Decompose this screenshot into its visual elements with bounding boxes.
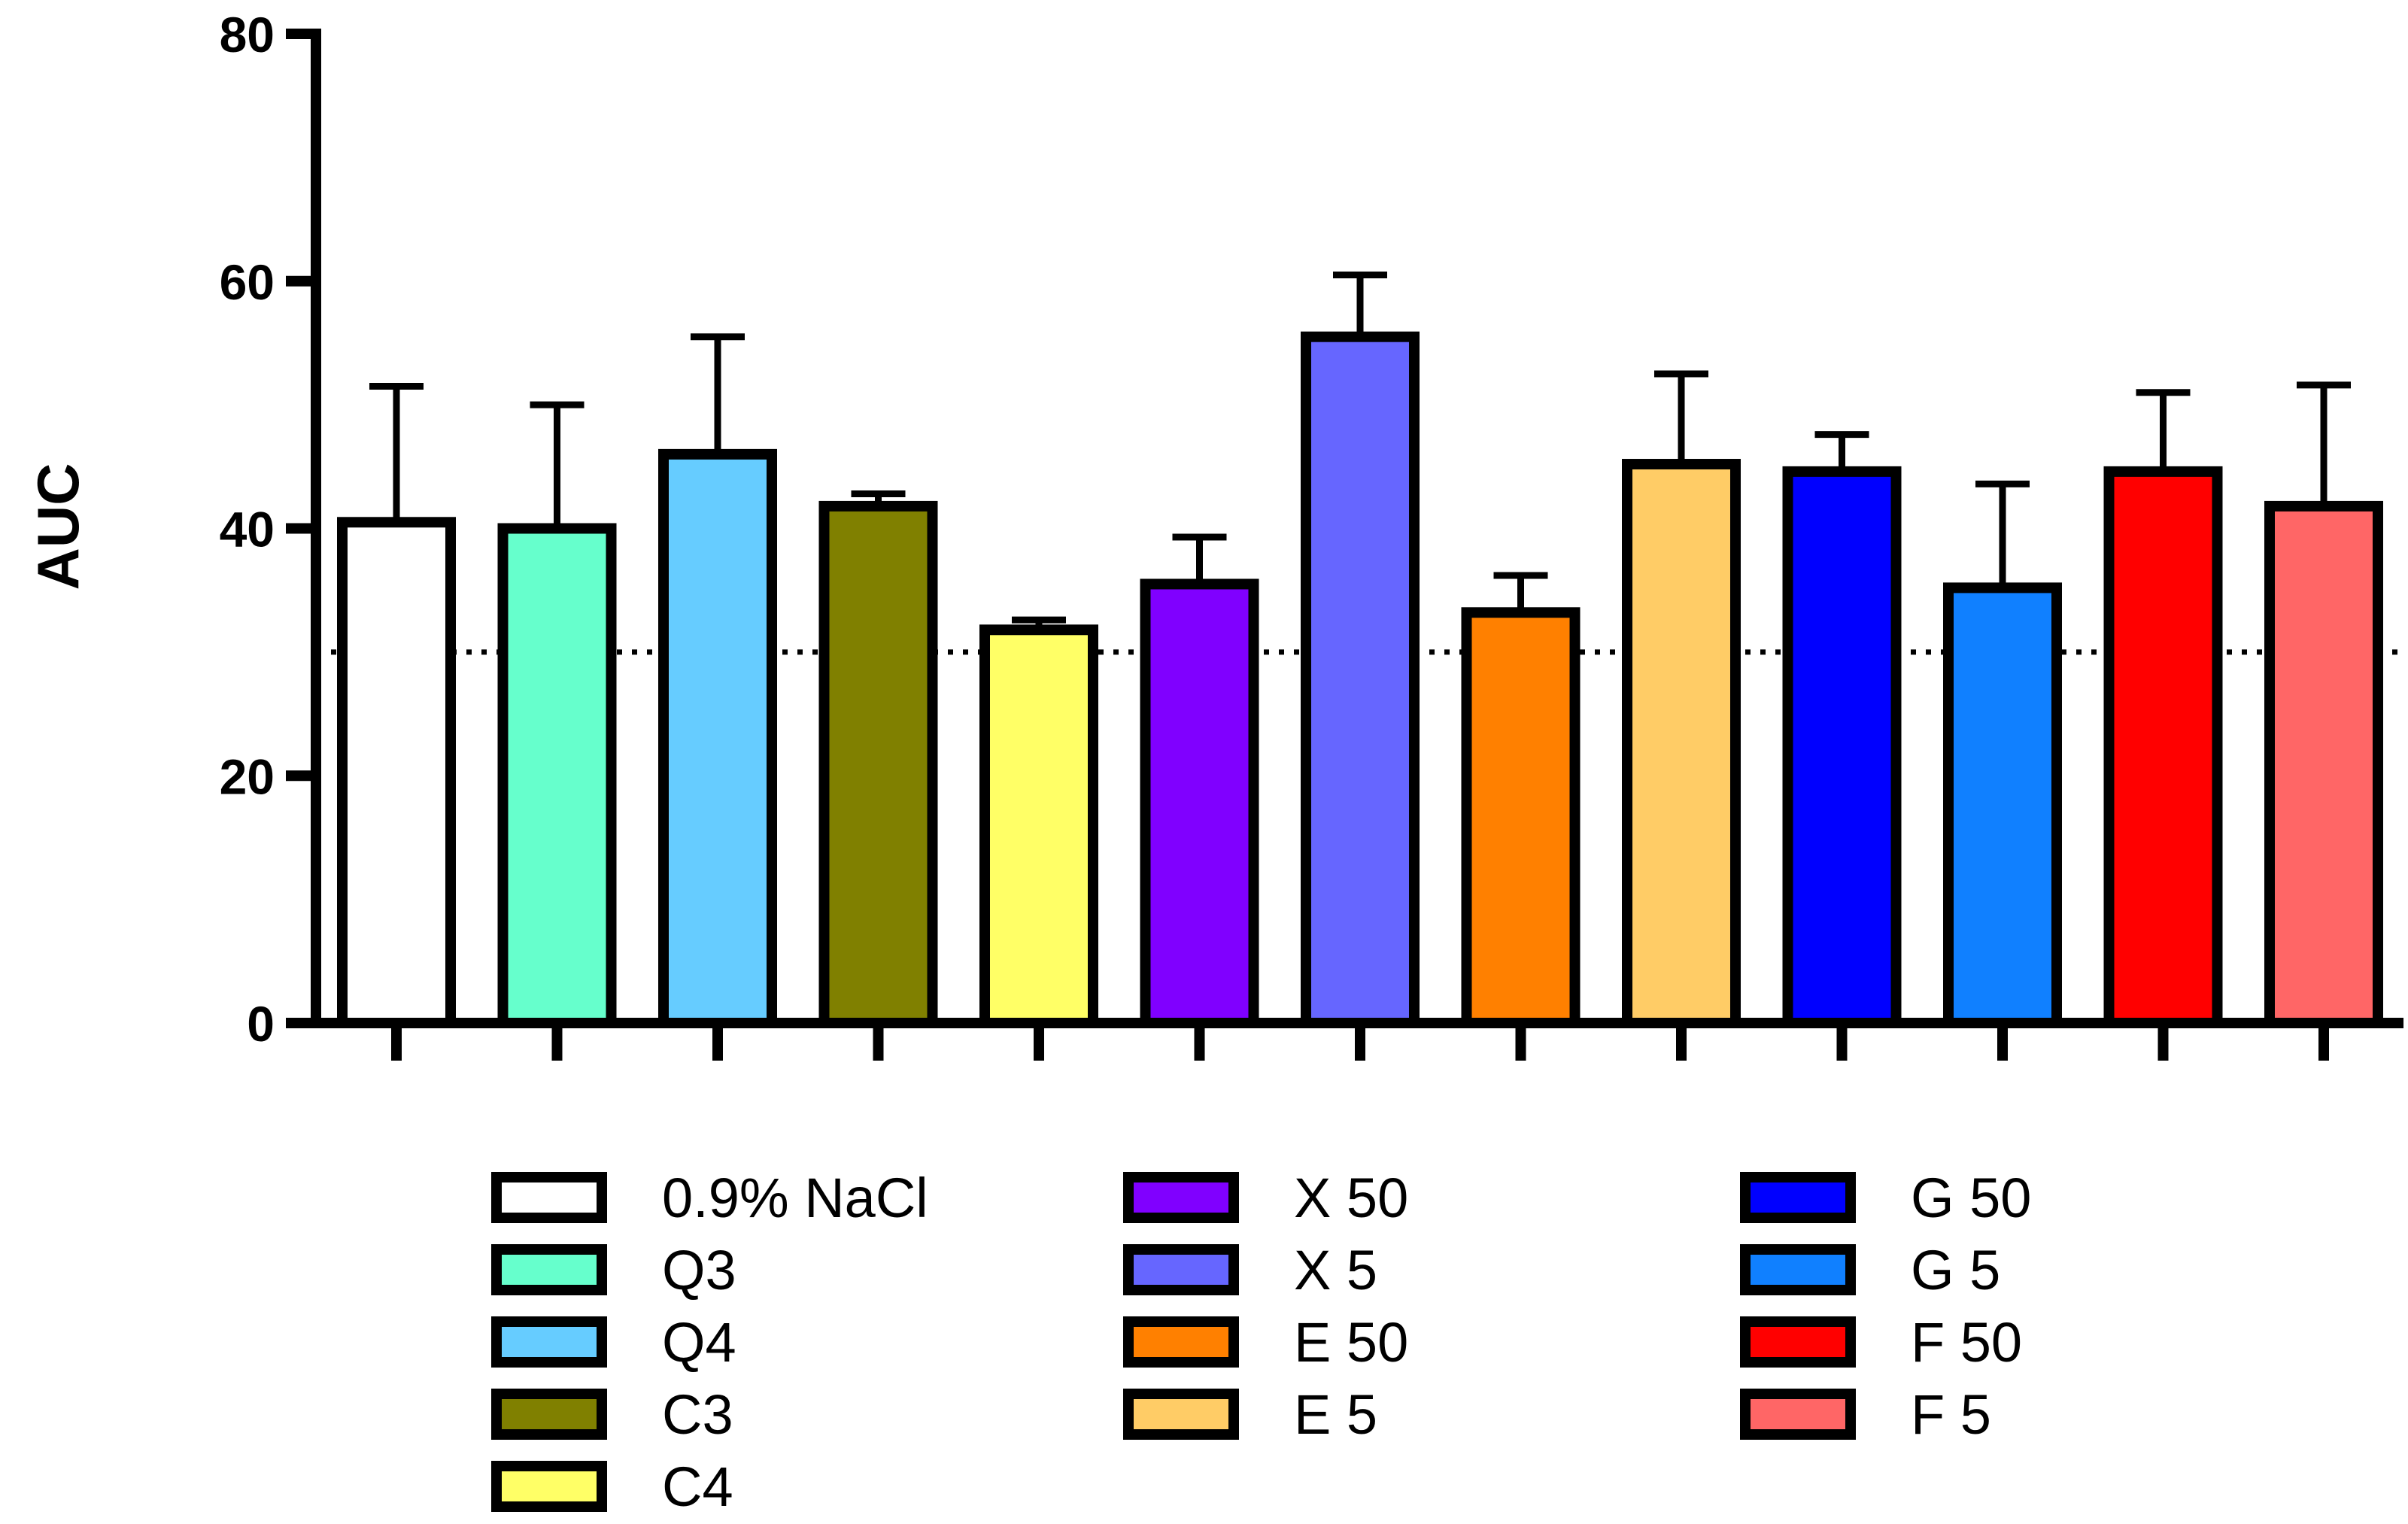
legend-item: Q3 <box>491 1239 736 1301</box>
y-axis-label: AUC <box>25 463 91 590</box>
legend-label: E 5 <box>1294 1383 1377 1446</box>
bar <box>337 517 456 1028</box>
legend-label: G 50 <box>1911 1167 2031 1229</box>
legend-label: X 5 <box>1294 1239 1377 1301</box>
bar <box>1943 582 2062 1028</box>
bar <box>1301 331 1420 1028</box>
bar <box>2103 466 2223 1028</box>
legend-label: C3 <box>662 1383 733 1446</box>
legend-item: E 50 <box>1123 1311 1408 1374</box>
y-tick-label: 40 <box>220 502 275 557</box>
legend-swatch <box>1740 1316 1856 1368</box>
axes-layer: 0 20 40 60 80 <box>220 7 2403 1061</box>
legend-swatch <box>1740 1389 1856 1440</box>
legend-swatch <box>491 1389 607 1440</box>
legend-item: 0.9% NaCl <box>491 1167 928 1229</box>
legend-label: F 5 <box>1911 1383 1991 1446</box>
y-tick-label: 0 <box>247 996 275 1052</box>
legend-item: E 5 <box>1123 1383 1377 1446</box>
legend-swatch <box>1123 1172 1239 1223</box>
legend-label: 0.9% NaCl <box>662 1167 928 1229</box>
y-tick-label: 80 <box>220 7 275 62</box>
bar <box>818 500 938 1028</box>
legend-swatch <box>1740 1172 1856 1223</box>
legend-swatch <box>1123 1316 1239 1368</box>
bar <box>1622 459 1741 1028</box>
legend-item: C4 <box>491 1456 733 1518</box>
legend-swatch <box>491 1244 607 1295</box>
bar <box>979 624 1098 1028</box>
legend: 0.9% NaCl Q3 Q4 C3 C4 X 50 X 5 E 50 E 5 G 50 G 5 F … <box>491 1167 2031 1518</box>
legend-item: X 5 <box>1123 1239 1377 1301</box>
legend-swatch <box>1123 1389 1239 1440</box>
legend-item: Q4 <box>491 1311 736 1374</box>
legend-label: C4 <box>662 1456 733 1518</box>
legend-label: G 5 <box>1911 1239 2000 1301</box>
bar <box>497 523 617 1028</box>
bars-layer <box>337 272 2383 1028</box>
y-tick-label: 60 <box>220 254 275 310</box>
legend-item: G 5 <box>1740 1239 2000 1301</box>
legend-swatch <box>491 1316 607 1368</box>
legend-swatch <box>491 1172 607 1223</box>
bar <box>1782 466 1902 1028</box>
bar <box>2264 500 2383 1028</box>
y-tick-label: 20 <box>220 748 275 804</box>
bar <box>1140 578 1259 1028</box>
legend-item: C3 <box>491 1383 733 1446</box>
legend-label: Q3 <box>662 1239 736 1301</box>
legend-label: F 50 <box>1911 1311 2022 1374</box>
bar <box>658 448 777 1028</box>
legend-item: F 5 <box>1740 1383 1991 1446</box>
legend-label: X 50 <box>1294 1167 1408 1229</box>
legend-swatch <box>1740 1244 1856 1295</box>
legend-item: X 50 <box>1123 1167 1408 1229</box>
legend-label: E 50 <box>1294 1311 1408 1374</box>
bar <box>1461 607 1581 1028</box>
legend-swatch <box>1123 1244 1239 1295</box>
legend-swatch <box>491 1461 607 1512</box>
legend-item: G 50 <box>1740 1167 2031 1229</box>
legend-item: F 50 <box>1740 1311 2022 1374</box>
legend-label: Q4 <box>662 1311 736 1374</box>
